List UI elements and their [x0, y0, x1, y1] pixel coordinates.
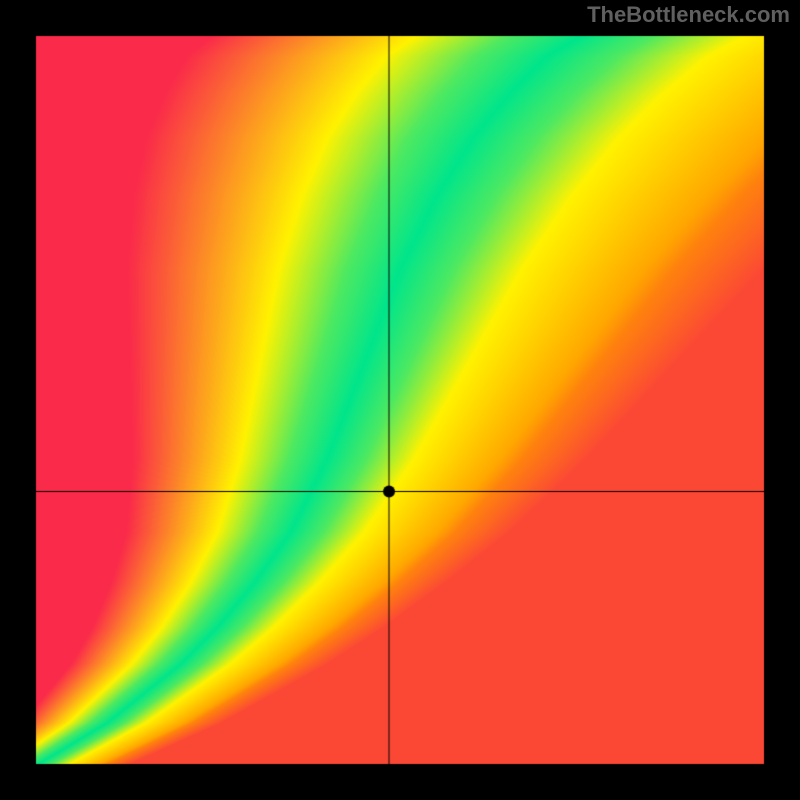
- watermark-text: TheBottleneck.com: [587, 2, 790, 28]
- chart-container: TheBottleneck.com: [0, 0, 800, 800]
- heatmap-canvas: [0, 0, 800, 800]
